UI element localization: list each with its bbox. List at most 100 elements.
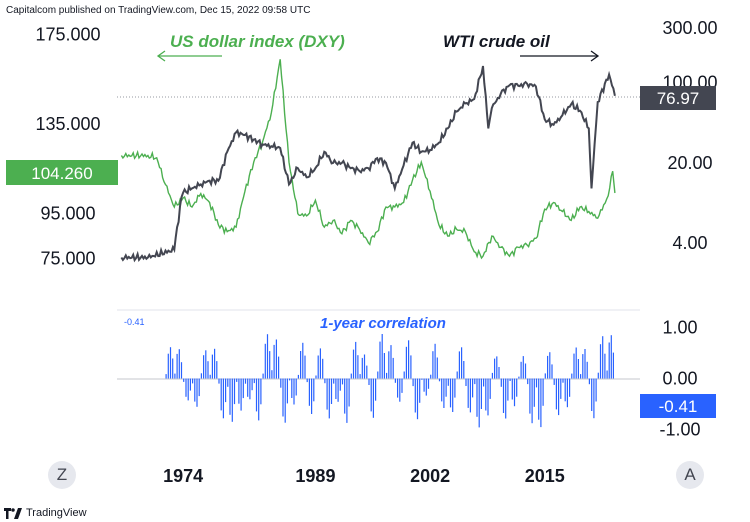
correlation-bar	[399, 378, 401, 402]
correlation-bar	[502, 378, 505, 413]
correlation-corner-value: -0.41	[124, 317, 145, 327]
correlation-bar	[430, 374, 432, 379]
correlation-bars	[165, 334, 614, 428]
correlation-bar	[610, 335, 612, 379]
correlation-bar	[612, 352, 614, 379]
correlation-bar	[491, 372, 493, 379]
correlation-bar	[313, 378, 315, 402]
correlation-bar	[291, 378, 293, 398]
correlation-bar	[339, 378, 341, 391]
correlation-bar	[346, 378, 348, 423]
correlation-bar	[434, 343, 436, 379]
correlation-bar	[233, 378, 236, 405]
correlation-bar	[591, 378, 593, 411]
footer-brand-name: TradingView	[26, 507, 87, 519]
correlation-bar	[229, 378, 231, 415]
correlation-bar	[520, 361, 522, 379]
correlation-bar	[242, 378, 244, 399]
correlation-bar	[293, 378, 295, 405]
correlation-bar	[538, 378, 540, 420]
correlation-bar	[544, 373, 546, 379]
auto-scale-button[interactable]: A	[676, 461, 704, 489]
correlation-bar	[454, 378, 456, 398]
correlation-bar	[421, 378, 423, 380]
correlation-bar	[533, 378, 535, 407]
right-tick-label: 300.00	[662, 18, 717, 38]
correlation-bar	[580, 374, 582, 379]
correlation-bar	[461, 347, 463, 379]
correlation-bar	[350, 373, 352, 379]
correlation-bar	[511, 378, 513, 400]
correlation-bar	[278, 356, 280, 379]
correlation-bar	[474, 378, 476, 385]
correlation-bar	[236, 378, 238, 382]
correlation-bar	[527, 378, 529, 385]
correlation-bar	[507, 378, 509, 401]
correlation-bar	[306, 378, 308, 383]
correlation-bar	[604, 353, 606, 379]
left-axis-ticks: 175.000 135.000 95.000 75.000	[35, 25, 100, 269]
correlation-bar	[216, 361, 218, 379]
correlation-bar	[476, 378, 478, 417]
reset-scale-button[interactable]: Z	[48, 461, 76, 489]
correlation-bar	[449, 378, 452, 408]
correlation-bar	[227, 378, 229, 387]
correlation-bar	[361, 357, 363, 379]
correlation-bar	[308, 378, 310, 406]
correlation-bar	[416, 378, 419, 420]
correlation-bar	[608, 342, 610, 379]
correlation-bar	[381, 334, 383, 379]
correlation-bar	[485, 378, 487, 411]
oil-last-value-tag	[640, 86, 716, 110]
correlation-bar	[588, 378, 590, 385]
correlation-bar	[240, 378, 242, 411]
correlation-bar	[200, 373, 202, 379]
correlation-bar	[220, 378, 222, 411]
right-tick-label: 4.00	[672, 233, 707, 253]
correlation-bar	[469, 378, 471, 413]
correlation-bar	[311, 378, 313, 414]
right-tick-label: 20.00	[667, 153, 712, 173]
correlation-bar	[573, 353, 575, 379]
correlation-bar	[260, 378, 262, 405]
correlation-bar	[196, 378, 198, 407]
correlation-bar	[167, 353, 169, 379]
correlation-bar	[516, 378, 518, 397]
correlation-bar	[284, 378, 286, 423]
correlation-bar	[483, 378, 485, 387]
left-tick-label: 95.000	[40, 204, 95, 224]
correlation-bar	[547, 355, 549, 379]
x-tick-label: 1974	[163, 466, 203, 486]
correlation-bar	[593, 378, 595, 419]
correlation-bar	[403, 371, 405, 379]
correlation-bar	[542, 378, 544, 406]
correlation-bar	[465, 378, 467, 386]
correlation-bar	[189, 378, 191, 391]
correlation-bar	[264, 343, 266, 379]
correlation-bar	[405, 346, 407, 379]
correlation-bar	[377, 371, 379, 379]
oil-arrowhead	[590, 50, 600, 62]
dxy-last-value: 104.260	[31, 164, 92, 183]
correlation-bar	[571, 373, 573, 379]
correlation-bar	[489, 378, 491, 399]
correlation-bar	[564, 378, 566, 402]
dxy-arrowhead	[156, 50, 166, 62]
correlation-bar	[302, 342, 304, 379]
correlation-bar	[575, 347, 577, 379]
left-tick-label: 75.000	[40, 248, 95, 268]
correlation-bar	[560, 378, 562, 399]
correlation-bar	[357, 355, 359, 379]
oil-last-value: 76.97	[657, 89, 700, 108]
correlation-bar	[394, 378, 396, 383]
correlation-bar	[375, 378, 377, 401]
correlation-bar	[441, 378, 443, 402]
correlation-bar	[518, 376, 520, 379]
correlation-bar	[317, 355, 319, 379]
correlation-tick-label: -1.00	[659, 419, 700, 439]
correlation-bar	[425, 378, 427, 396]
correlation-bar	[401, 378, 403, 393]
correlation-bar	[211, 354, 213, 379]
